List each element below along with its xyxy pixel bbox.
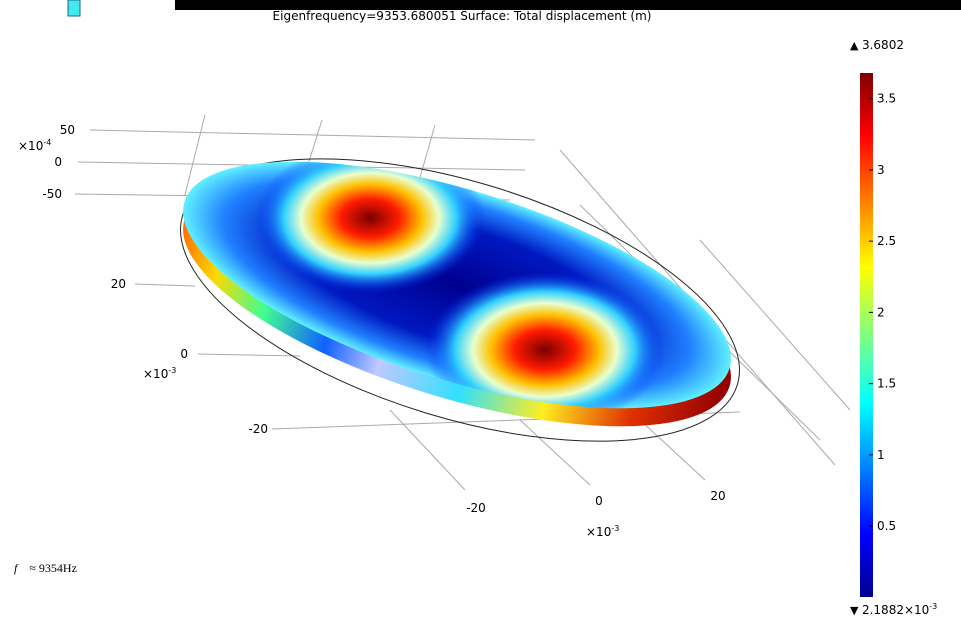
colorbar-tick-label: 3.5 [877,92,896,106]
colorbar-tick-label: 2 [877,305,885,319]
colorbar [860,73,873,597]
z-tick-label: 0 [54,155,62,169]
colorbar-tick-label: 3 [877,163,885,177]
frequency-annotation: f≈ 9354Hz [14,561,77,575]
toolbar-icon [68,0,80,16]
y-tick-label: 20 [111,277,126,291]
plot-window: Eigenfrequency=9353.680051 Surface: Tota… [0,0,961,621]
y-tick-label: -20 [248,422,268,436]
colorbar-max: ▲ 3.6802 [850,38,904,52]
y-tick-label: 0 [180,347,188,361]
z-multiplier: ×10-4 [18,138,51,153]
colorbar-tick-label: 2.5 [877,234,896,248]
colorbar-tick-label: 0.5 [877,519,896,533]
plot-title: Eigenfrequency=9353.680051 Surface: Tota… [273,9,652,23]
colorbar-tick-label: 1 [877,448,885,462]
colorbar-tick-label: 1.5 [877,377,896,391]
x-multiplier: ×10-3 [586,524,619,539]
z-tick-label: 50 [60,123,75,137]
y-multiplier: ×10-3 [143,366,176,381]
z-tick-label: -50 [42,187,62,201]
x-tick-label: 0 [595,494,603,508]
x-tick-label: -20 [466,501,486,515]
x-tick-label: 20 [710,489,725,503]
colorbar-min: ▼ 2.1882×10-3 [850,602,937,617]
